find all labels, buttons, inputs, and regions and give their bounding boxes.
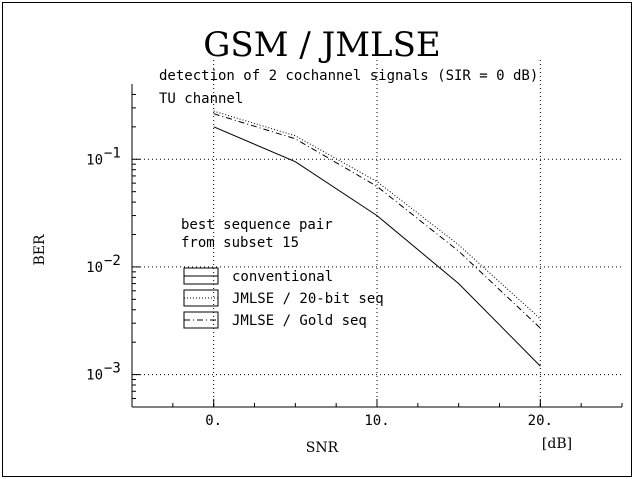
legend-label-0: conventional	[232, 269, 333, 285]
x-axis-label: SNR	[306, 440, 339, 456]
legend: conventional JMLSE / 20-bit seq JMLSE / Go…	[183, 267, 384, 329]
annotation-line-2: from subset 15	[181, 235, 299, 251]
y-axis-ticks: 10−110−210−3	[86, 145, 140, 384]
chart-subtitle-line-2: TU channel	[159, 91, 243, 107]
x-tick-label-2: 20.	[528, 413, 553, 429]
chart-title: GSM / JMLSE	[203, 25, 440, 65]
y-axis-label: BER	[32, 234, 48, 266]
series-line-0	[213, 126, 541, 367]
chart-subtitle-line-1: detection of 2 cochannel signals (SIR = …	[159, 68, 538, 84]
annotation-line-1: best sequence pair	[181, 217, 333, 233]
gridlines	[132, 60, 622, 407]
legend-box-1	[183, 289, 219, 307]
series-line-1	[213, 110, 541, 320]
y-tick-exponent-1: −2	[104, 253, 121, 269]
legend-label-1: JMLSE / 20-bit seq	[232, 291, 384, 307]
y-tick-exponent-2: −3	[104, 361, 121, 377]
x-tick-label-1: 10.	[364, 413, 389, 429]
series-lines	[213, 110, 541, 367]
plot-area: 0. 10. 20. 10−110−210−3	[86, 60, 623, 429]
legend-label-2: JMLSE / Gold seq	[232, 313, 367, 329]
y-tick-exponent-0: −1	[104, 145, 121, 161]
x-tick-label-0: 0.	[205, 413, 222, 429]
x-axis-ticks: 0. 10. 20.	[205, 399, 553, 429]
x-axis-unit: [dB]	[542, 436, 572, 452]
y-tick-label-1: 10	[86, 260, 103, 276]
y-tick-label-2: 10	[86, 368, 103, 384]
series-line-2	[213, 113, 541, 329]
y-tick-label-0: 10	[86, 152, 103, 168]
